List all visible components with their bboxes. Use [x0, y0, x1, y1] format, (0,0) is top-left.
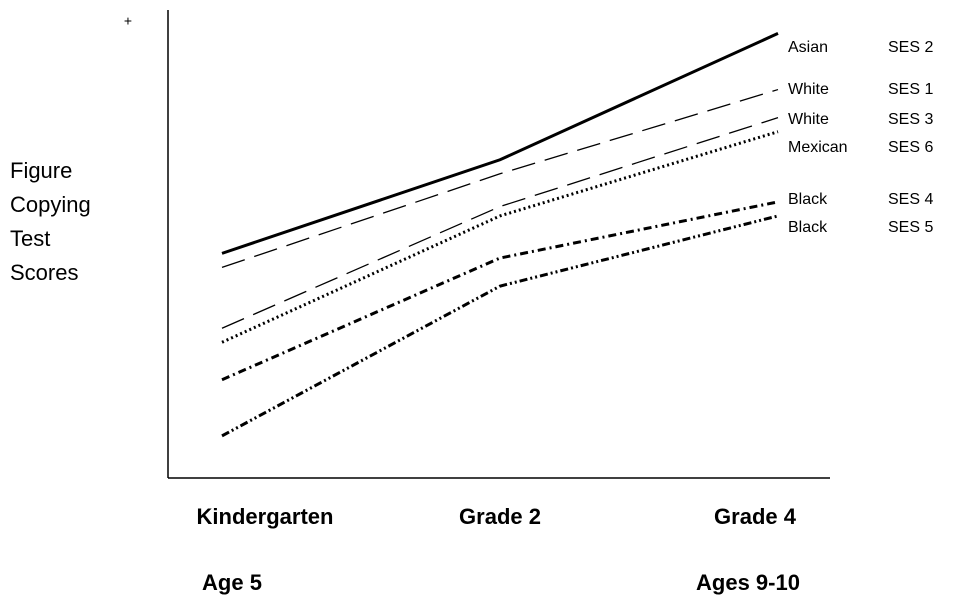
legend-ses: SES 6: [888, 139, 933, 156]
annotation: +: [124, 13, 132, 29]
line: [221, 32, 779, 255]
legend-ses: SES 5: [888, 219, 933, 236]
legend-label: White: [788, 81, 829, 98]
legend-label: White: [788, 111, 829, 128]
legend-ses: SES 2: [888, 39, 933, 56]
x-sublabel: Ages 9-10: [696, 570, 800, 595]
y-axis-label: Copying: [10, 192, 91, 217]
line: [221, 88, 779, 269]
legend-label: Black: [788, 219, 828, 236]
legend-label: Mexican: [788, 139, 848, 156]
y-axis-label: Figure: [10, 158, 72, 183]
legend-ses: SES 1: [888, 81, 933, 98]
legend-label: Black: [788, 191, 828, 208]
x-sublabel: Age 5: [202, 570, 262, 595]
line: [221, 214, 779, 438]
x-tick-label: Kindergarten: [197, 504, 334, 529]
line: [221, 130, 779, 344]
line: [221, 117, 779, 329]
y-axis-label: Scores: [10, 260, 78, 285]
legend-ses: SES 4: [888, 191, 933, 208]
x-tick-label: Grade 2: [459, 504, 541, 529]
legend-ses: SES 3: [888, 111, 933, 128]
y-axis-label: Test: [10, 226, 50, 251]
x-tick-label: Grade 4: [714, 504, 797, 529]
line: [221, 200, 779, 382]
legend-label: Asian: [788, 39, 828, 56]
